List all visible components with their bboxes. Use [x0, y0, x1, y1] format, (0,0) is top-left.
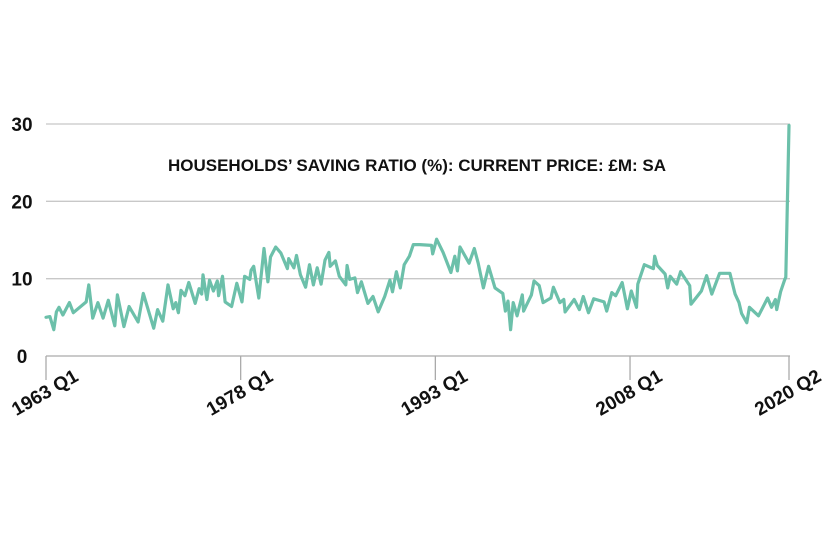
x-tick-label: 2020 Q2 [751, 366, 825, 421]
y-tick-label: 20 [11, 192, 32, 213]
y-tick-label: 30 [11, 115, 32, 136]
chart-title: HOUSEHOLDS’ SAVING RATIO (%): CURRENT PR… [168, 156, 666, 175]
x-axis: 1963 Q1 1978 Q1 1993 Q1 2008 Q1 2020 Q2 [8, 366, 825, 421]
y-axis: 0 10 20 30 [11, 115, 32, 368]
y-tick-label: 0 [17, 347, 28, 368]
y-tick-label: 10 [11, 270, 32, 291]
series-line-saving-ratio [44, 123, 791, 332]
